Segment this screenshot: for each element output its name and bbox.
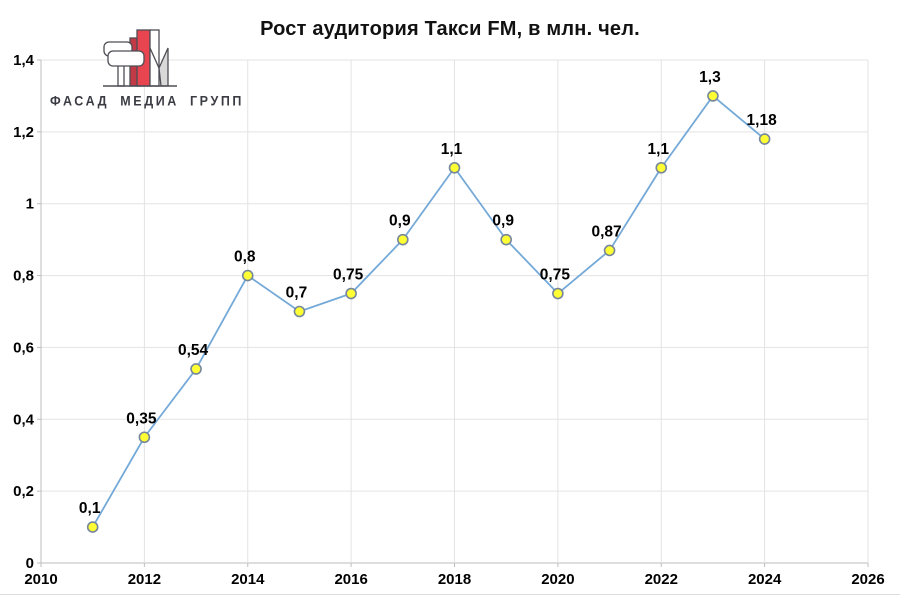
- data-label-2019: 0,9: [492, 213, 514, 230]
- data-label-2014: 0,8: [234, 249, 256, 266]
- y-axis-label: 0,2: [13, 483, 34, 500]
- data-point-2014: [241, 269, 254, 282]
- data-label-2011: 0,1: [79, 500, 101, 517]
- data-label-2022: 1,1: [647, 141, 669, 158]
- data-label-2013: 0,54: [178, 342, 209, 359]
- y-axis-label: 1,4: [13, 52, 35, 69]
- logo-m-right-leg: [158, 47, 169, 87]
- data-point-2013: [190, 363, 202, 375]
- data-point-2018: [448, 161, 461, 174]
- series-line: [91, 95, 766, 528]
- data-point-2019: [500, 233, 512, 246]
- logo-m-diagonal: [149, 47, 160, 69]
- data-point-2015: [293, 305, 306, 318]
- data-label-2021: 0,87: [591, 223, 621, 240]
- logo-f-stem: [117, 63, 125, 87]
- y-axis-label: 0,4: [13, 411, 35, 428]
- chart-title: Рост аудитория Такси FM, в млн. чел.: [260, 18, 640, 40]
- x-axis-label: 2010: [24, 571, 57, 588]
- data-point-2023: [707, 90, 719, 102]
- x-axis-label: 2018: [438, 571, 471, 588]
- data-point-2012: [138, 431, 151, 444]
- data-point-2021: [603, 244, 616, 257]
- data-label-2015: 0,7: [286, 285, 308, 302]
- data-point-2011: [86, 521, 99, 533]
- data-label-2016: 0,75: [333, 267, 364, 284]
- data-label-2012: 0,35: [126, 410, 157, 427]
- y-axis-label: 0,8: [13, 268, 34, 285]
- data-point-2020: [552, 287, 564, 300]
- data-point-2022: [655, 161, 668, 174]
- fm-logo-icon: [103, 29, 177, 87]
- data-label-2018: 1,1: [441, 141, 463, 158]
- y-axis-label: 0,6: [13, 339, 34, 356]
- data-point-2024: [758, 133, 771, 145]
- data-label-2017: 0,9: [389, 213, 411, 230]
- x-axis-label: 2022: [645, 571, 678, 588]
- data-label-2023: 1,3: [699, 69, 721, 86]
- logo-company-name: ФАСАД МЕДИА ГРУПП: [50, 93, 245, 109]
- data-point-2017: [397, 233, 409, 246]
- x-axis-label: 2014: [231, 571, 265, 588]
- company-logo: ФАСАД МЕДИА ГРУПП: [50, 24, 245, 109]
- y-axis-label: 1,2: [13, 124, 34, 141]
- bottom-divider: [0, 594, 900, 595]
- x-axis-label: 2026: [851, 571, 884, 588]
- x-axis-label: 2016: [334, 571, 367, 588]
- logo-pill-bottom: [107, 50, 145, 67]
- data-label-2020: 0,75: [540, 267, 571, 284]
- x-axis-label: 2012: [128, 571, 161, 588]
- x-axis-label: 2024: [748, 571, 782, 588]
- data-label-2024: 1,18: [747, 112, 778, 129]
- data-point-2016: [345, 287, 357, 300]
- y-axis-label: 1: [26, 196, 34, 213]
- y-axis-label: 0: [26, 555, 34, 572]
- x-axis-label: 2020: [541, 571, 574, 588]
